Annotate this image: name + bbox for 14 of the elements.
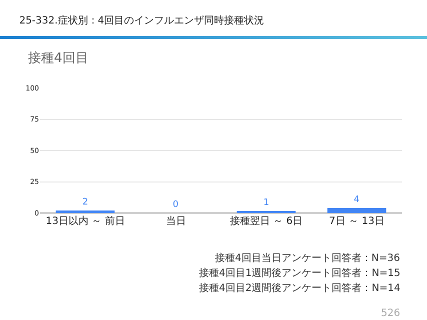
x-tick-label: 接種翌日 ～ 6日 [230, 215, 303, 227]
x-tick-label: 当日 [166, 215, 186, 227]
x-tick-label: 7日 ～ 13日 [329, 216, 384, 227]
text: 接種4回目1週間後アンケート回答者：N=15 [199, 267, 400, 279]
text: 接種4回目当日アンケート回答者：N=36 [215, 252, 400, 264]
data-label: 0 [172, 200, 179, 210]
x-tick-label: 13日以内 ～ 前日 [46, 215, 125, 227]
data-label: 1 [263, 198, 270, 208]
data-label: 2 [82, 198, 88, 208]
text: 接種4回目2週間後アンケート回答者：N=14 [199, 282, 400, 294]
data-label: 4 [354, 195, 360, 205]
text: 526 [381, 308, 400, 319]
chart-title: 25-332.症状別：4回目のインフルエンザ同時接種状況 [19, 14, 264, 26]
chart-subtitle: 接種4回目 [28, 51, 88, 66]
